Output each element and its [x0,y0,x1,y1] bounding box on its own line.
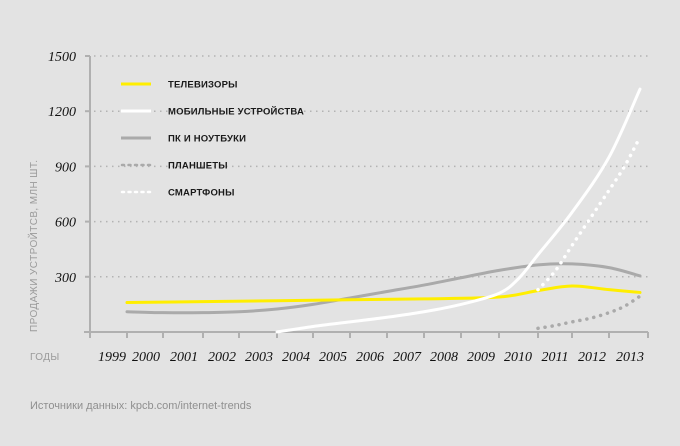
series-line-2 [125,262,642,315]
series-layer [125,87,642,334]
series-line-3 [536,294,642,331]
y-axis-title: ПРОДАЖИ УСТРОЙТСВ, МЛН ШТ. [27,160,40,332]
series-line-0 [125,284,642,305]
y-tick-label: 1500 [48,50,76,65]
y-tick-label: 600 [55,216,76,231]
x-tick-label: 2010 [504,350,532,365]
x-tick-label: 2001 [170,350,198,365]
y-tick-label: 300 [54,271,76,286]
legend-label: ПЛАНШЕТЫ [168,161,228,172]
legend-label: МОБИЛЬНЫЕ УСТРОЙСТВА [168,106,304,118]
x-tick-label: 2005 [319,350,347,365]
x-tick-label: 2006 [356,350,384,365]
x-tick-label: 2008 [430,350,458,365]
x-tick-label: 2011 [542,350,569,365]
series-line-4 [536,135,642,292]
series-line-1 [275,87,642,334]
x-tick-label: 2013 [616,350,644,365]
x-tick-label: 2003 [245,350,273,365]
grid-lines [94,55,648,278]
legend: ТЕЛЕВИЗОРЫ МОБИЛЬНЫЕ УСТРОЙСТВА ПК И НОУТБ… [120,80,304,199]
source-note: Источники данных: kpcb.com/internet-tren… [30,400,252,412]
y-tick-label: 900 [55,160,76,175]
x-tick-label: 2009 [467,350,495,365]
x-tick-label: 2000 [132,350,160,365]
legend-label: СМАРТФОНЫ [168,188,235,199]
legend-label: ТЕЛЕВИЗОРЫ [168,80,238,91]
x-tick-label: 2012 [578,350,606,365]
y-tick-label: 1200 [48,105,76,120]
x-tick-label: 2002 [208,350,236,365]
x-axis-title: ГОДЫ [30,352,60,363]
x-tick-label: 1999 [98,350,126,365]
x-tick-label: 2007 [393,350,422,365]
x-tick-label: 2004 [282,350,310,365]
legend-label: ПК И НОУТБУКИ [168,134,246,145]
axes: 300 600 900 1200 1500 1999 2000 2001 2002 2003 200… [48,50,649,365]
